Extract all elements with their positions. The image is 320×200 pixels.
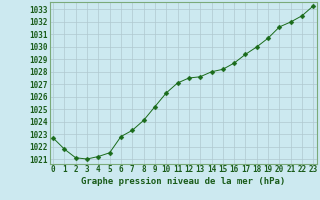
X-axis label: Graphe pression niveau de la mer (hPa): Graphe pression niveau de la mer (hPa): [81, 177, 285, 186]
